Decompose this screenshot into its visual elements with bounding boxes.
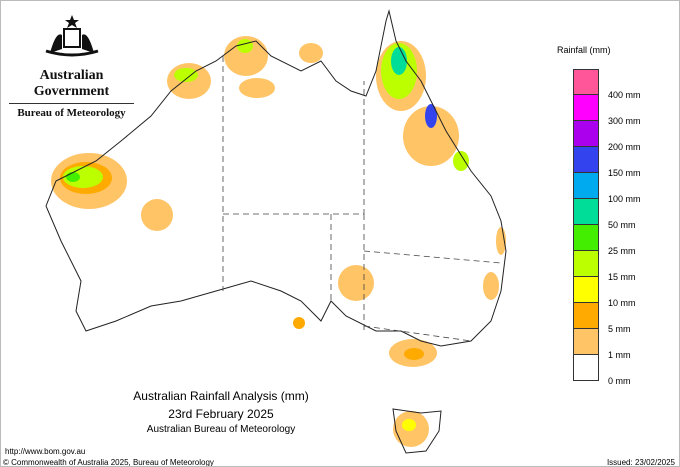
rain-area (224, 36, 268, 76)
rain-area (237, 39, 253, 53)
rain-area (483, 272, 499, 300)
issued-date: Issued: 23/02/2025 (606, 458, 675, 467)
legend-swatch (573, 329, 599, 355)
coat-of-arms-icon (45, 15, 98, 57)
legend-label: 50 mm (608, 220, 636, 230)
rain-area (299, 43, 323, 63)
rain-area (141, 199, 173, 231)
rain-area (403, 106, 459, 166)
legend-label: 25 mm (608, 246, 636, 256)
legend-swatch (573, 303, 599, 329)
rain-area (174, 68, 198, 82)
legend-swatch (573, 199, 599, 225)
rain-area (66, 172, 80, 182)
rainfall-areas (51, 36, 506, 447)
legend-label: 200 mm (608, 142, 641, 152)
bureau-name: Bureau of Meteorology (17, 107, 126, 119)
legend-label: 0 mm (608, 376, 631, 386)
rain-area (293, 317, 305, 329)
legend-swatch (573, 173, 599, 199)
legend-label: 15 mm (608, 272, 636, 282)
legend-label: 1 mm (608, 350, 631, 360)
rain-area (338, 265, 374, 301)
legend-label: 100 mm (608, 194, 641, 204)
bom-link[interactable]: http://www.bom.gov.au (5, 447, 86, 456)
rain-area (404, 348, 424, 360)
rain-area (402, 419, 416, 431)
legend-swatch (573, 69, 599, 95)
government-name: Australian Government (9, 68, 134, 104)
rain-area (425, 104, 437, 128)
map-date: 23rd February 2025 (168, 407, 274, 421)
map-title: Australian Rainfall Analysis (mm) (133, 389, 309, 403)
legend-label: 150 mm (608, 168, 641, 178)
rain-area (453, 151, 469, 171)
legend-swatch (573, 225, 599, 251)
copyright: © Commonwealth of Australia 2025, Bureau… (3, 458, 214, 467)
tasmania-coastline (392, 408, 442, 454)
legend-swatch (573, 95, 599, 121)
rain-area (391, 47, 407, 75)
legend-label: 10 mm (608, 298, 636, 308)
legend-title: Rainfall (mm) (557, 45, 611, 55)
legend-swatch (573, 277, 599, 303)
state-borders (222, 56, 502, 342)
legend-swatch (573, 251, 599, 277)
legend-label: 5 mm (608, 324, 631, 334)
rain-area (239, 78, 275, 98)
rain-area (63, 166, 103, 188)
logo: Australian Government Bureau of Meteorol… (9, 13, 134, 119)
legend-label: 300 mm (608, 116, 641, 126)
legend-label: 400 mm (608, 90, 641, 100)
legend-swatch (573, 121, 599, 147)
australia-coastline (45, 9, 507, 347)
legend-swatch (573, 147, 599, 173)
legend-swatch (573, 355, 599, 381)
map-source: Australian Bureau of Meteorology (146, 424, 296, 435)
